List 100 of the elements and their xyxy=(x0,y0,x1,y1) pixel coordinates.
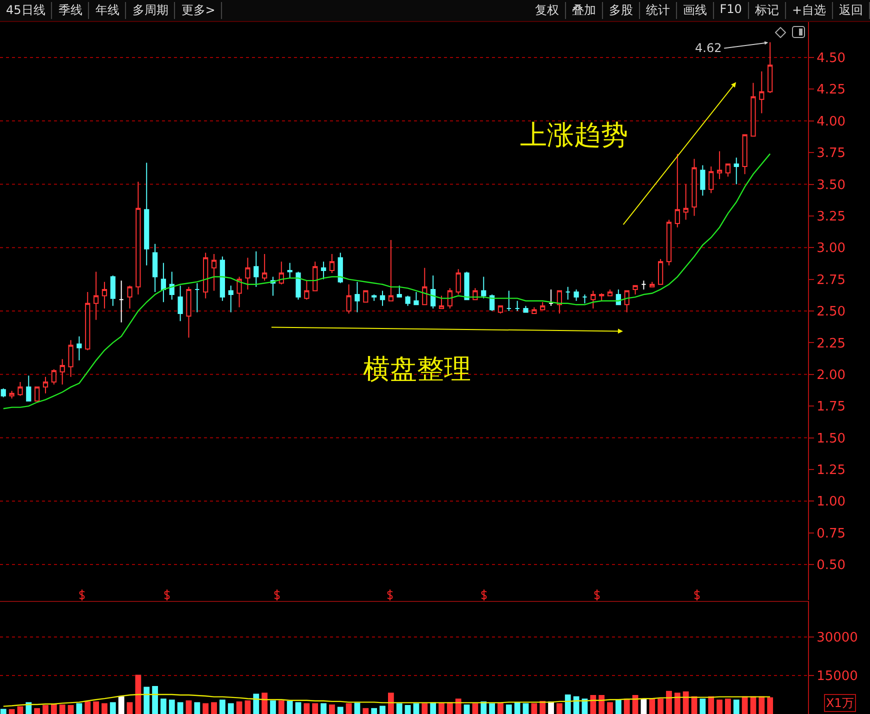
text: 年线 xyxy=(89,2,126,19)
candlestick xyxy=(160,262,166,303)
bar xyxy=(682,691,689,714)
candlestick xyxy=(102,281,108,309)
y-tick-label: 4.00 xyxy=(816,114,846,130)
y-tick-label: 2.25 xyxy=(816,336,846,352)
annotation: 上涨趋势 xyxy=(520,120,628,151)
bar xyxy=(0,708,6,714)
candlestick xyxy=(540,302,546,310)
bar xyxy=(337,706,344,714)
text: +自选 xyxy=(786,2,833,19)
bar xyxy=(194,702,200,714)
bar xyxy=(658,698,664,714)
text: 复权 xyxy=(528,2,566,19)
bar xyxy=(76,703,82,714)
y-tick-label: 1.00 xyxy=(816,494,846,510)
candlestick xyxy=(194,282,200,313)
candlestick xyxy=(666,219,672,266)
candlestick xyxy=(304,280,310,300)
candlestick xyxy=(658,258,664,285)
bar xyxy=(472,703,478,714)
candlestick xyxy=(211,253,217,292)
candlestick xyxy=(287,262,292,279)
bar xyxy=(649,698,656,714)
bar xyxy=(598,695,605,714)
line-series xyxy=(2,153,771,410)
bar xyxy=(489,703,495,714)
candlestick xyxy=(708,166,714,194)
bar xyxy=(388,692,394,714)
bar xyxy=(244,700,251,714)
candlestick xyxy=(354,281,360,313)
candlestick xyxy=(700,164,706,196)
text: 多股 xyxy=(602,2,640,19)
candlestick xyxy=(650,281,655,288)
candlestick xyxy=(51,368,56,386)
candlestick xyxy=(624,290,630,313)
candlestick xyxy=(338,252,343,284)
bar xyxy=(211,702,217,714)
y-tick-label: 1.75 xyxy=(816,400,846,415)
bar xyxy=(758,696,765,714)
text: 标记 xyxy=(748,2,786,19)
bar xyxy=(404,705,411,714)
bar xyxy=(464,704,470,714)
candlestick xyxy=(632,285,638,296)
bar xyxy=(438,702,444,714)
candlestick xyxy=(42,376,48,394)
candlestick xyxy=(430,275,436,309)
candlestick xyxy=(472,288,478,300)
candlestick xyxy=(236,276,242,308)
candlestick xyxy=(0,388,6,398)
bar xyxy=(126,702,133,714)
candlestick xyxy=(607,288,613,296)
candlestick xyxy=(127,285,132,309)
y-tick-label: 2.75 xyxy=(816,272,846,288)
bar xyxy=(68,705,74,714)
bar xyxy=(371,708,378,714)
candlestick xyxy=(110,275,116,306)
candlestick xyxy=(683,184,688,220)
y-tick-label: 3.00 xyxy=(816,241,846,256)
candlestick xyxy=(178,285,183,322)
candlestick xyxy=(565,286,570,300)
y-tick-label: 3.25 xyxy=(816,209,846,224)
candlestick xyxy=(93,271,99,320)
candlestick xyxy=(641,280,646,290)
candlestick xyxy=(312,261,318,292)
candlestick xyxy=(447,288,452,309)
candlestick xyxy=(34,386,40,402)
candlestick xyxy=(456,268,461,296)
candlestick xyxy=(60,358,65,386)
candlestick xyxy=(523,305,528,313)
candlestick xyxy=(414,291,419,306)
y-tick-label: 30000 xyxy=(816,630,858,646)
candlestick xyxy=(85,291,90,351)
candlestick xyxy=(716,150,722,180)
candlestick xyxy=(9,390,14,399)
bar xyxy=(498,702,504,714)
candlestick xyxy=(674,153,680,228)
bar xyxy=(396,703,402,714)
candlestick xyxy=(548,288,554,306)
candlestick xyxy=(405,295,410,306)
y-tick-label: 0.50 xyxy=(816,558,846,574)
candlestick xyxy=(438,295,444,309)
candlestick xyxy=(422,267,428,306)
bar xyxy=(160,698,166,714)
candlestick xyxy=(464,271,470,300)
bar xyxy=(607,702,613,714)
candlestick xyxy=(144,162,150,266)
annotation: 4.62 xyxy=(695,41,722,55)
candlestick xyxy=(742,134,748,175)
candlestick xyxy=(346,284,352,314)
bar xyxy=(286,700,293,714)
y-tick-label: 3.75 xyxy=(816,146,846,162)
candlestick xyxy=(582,294,588,304)
bar xyxy=(236,701,242,714)
y-tick-label: 4.25 xyxy=(816,82,846,98)
bar xyxy=(725,698,731,714)
bar xyxy=(422,703,428,714)
bar xyxy=(34,708,40,714)
bar xyxy=(380,706,386,714)
bar xyxy=(50,704,57,714)
